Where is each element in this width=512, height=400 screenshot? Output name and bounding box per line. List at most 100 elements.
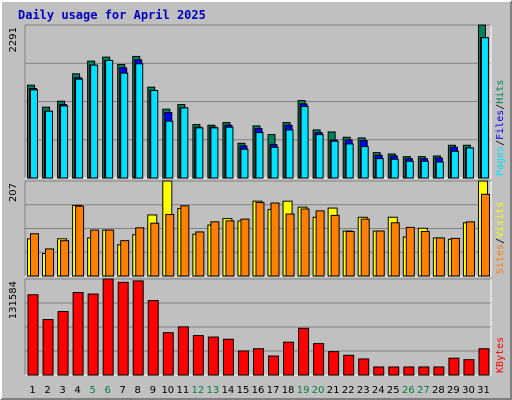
pages-bar (225, 126, 234, 179)
pages-bar (390, 158, 399, 179)
kbytes-bar (358, 358, 370, 376)
kbytes-bar (87, 293, 99, 376)
pages-bar (315, 134, 324, 179)
sites-bar (255, 202, 265, 277)
legend-entry: / (495, 238, 506, 244)
x-tick-label: 30 (462, 385, 475, 396)
sites-bar (150, 222, 160, 277)
sites-bar (390, 222, 400, 277)
x-tick-label: 15 (237, 385, 250, 396)
pages-bar (60, 105, 69, 179)
x-tick-label: 13 (207, 385, 220, 396)
sites-bar (90, 229, 100, 277)
kbytes-bar (162, 332, 174, 376)
kbytes-bar (403, 366, 415, 376)
x-tick-label: 26 (402, 385, 415, 396)
sites-bar (450, 237, 460, 277)
x-tick-label: 19 (297, 385, 310, 396)
x-tick-label: 7 (120, 385, 126, 396)
kbytes-bar (117, 281, 129, 376)
legend-entry: Pages (495, 146, 506, 176)
kbytes-bar (448, 357, 460, 376)
x-tick-label: 20 (312, 385, 325, 396)
chart-title: Daily usage for April 2025 (18, 8, 206, 22)
sites-bar (345, 230, 355, 277)
sites-bar (240, 218, 250, 277)
kbytes-bar (222, 338, 234, 376)
kbytes-bar (388, 366, 400, 376)
sites-bar (330, 214, 340, 277)
pages-bar (120, 72, 129, 179)
sites-bar (225, 220, 235, 277)
kbytes-bar (147, 300, 159, 376)
sites-bar (285, 213, 295, 277)
kbytes-bar (237, 350, 249, 376)
sites-bar (420, 230, 430, 277)
x-tick-label: 25 (387, 385, 400, 396)
kbytes-bar (478, 348, 490, 376)
x-tick-label: 5 (89, 385, 95, 396)
sites-bar (105, 229, 115, 277)
pages-bar (210, 127, 219, 179)
pages-bar (285, 129, 294, 179)
top-max-label: 2291 (8, 27, 19, 52)
sites-bar (360, 218, 370, 277)
sites-bar (45, 248, 55, 277)
pages-bar (240, 148, 249, 179)
sites-bar (465, 221, 475, 277)
x-tick-label: 22 (342, 385, 355, 396)
pages-bar (75, 78, 84, 179)
kbytes-bar (463, 359, 475, 376)
sites-bar (300, 208, 310, 277)
x-tick-label: 24 (372, 385, 385, 396)
x-tick-label: 29 (447, 385, 460, 396)
kbytes-bar (268, 355, 280, 376)
pages-bar (45, 110, 54, 179)
kbytes-bar (283, 341, 295, 376)
kbytes-bar (313, 343, 325, 376)
x-tick-label: 18 (282, 385, 295, 396)
sites-bar (75, 205, 85, 277)
pages-bar (105, 59, 114, 179)
x-tick-label: 31 (477, 385, 490, 396)
pages-bar (90, 64, 99, 179)
sites-bar (60, 240, 70, 277)
pages-bar (270, 146, 279, 179)
pages-bar (150, 90, 159, 179)
x-tick-label: 28 (432, 385, 445, 396)
sites-bar (195, 231, 205, 277)
legend-entry: Hits (495, 80, 506, 104)
pages-bar (180, 107, 189, 179)
top-legend: Pages/Files/Hits (495, 80, 506, 176)
kbytes-bar (418, 366, 430, 376)
x-tick-label: 1 (29, 385, 35, 396)
legend-entry: KBytes (495, 337, 506, 373)
x-tick-label: 10 (161, 385, 174, 396)
sites-bar (210, 221, 220, 277)
bot-max-label: 131584 (8, 281, 19, 319)
kbytes-bar (27, 294, 39, 376)
sites-bar (270, 202, 280, 277)
kbytes-bar (343, 354, 355, 376)
pages-bar (450, 150, 459, 179)
pages-bar (420, 160, 429, 179)
kbytes-bar (192, 335, 204, 376)
kbytes-bar (72, 292, 84, 376)
pages-bar (165, 120, 174, 179)
kbytes-bar (328, 351, 340, 376)
x-tick-label: 17 (267, 385, 280, 396)
kbytes-bar (57, 311, 69, 376)
sites-bar (435, 237, 445, 277)
x-tick-label: 12 (192, 385, 205, 396)
pages-bar (345, 143, 354, 179)
pages-bar (405, 160, 414, 179)
pages-bar (330, 140, 339, 179)
pages-bar (255, 132, 264, 179)
x-tick-label: 14 (222, 385, 235, 396)
pages-bar (195, 127, 204, 179)
x-tick-label: 21 (327, 385, 340, 396)
pages-bar (300, 106, 309, 179)
x-tick-label: 4 (74, 385, 80, 396)
mid-legend: Sites/Visits (495, 202, 506, 274)
